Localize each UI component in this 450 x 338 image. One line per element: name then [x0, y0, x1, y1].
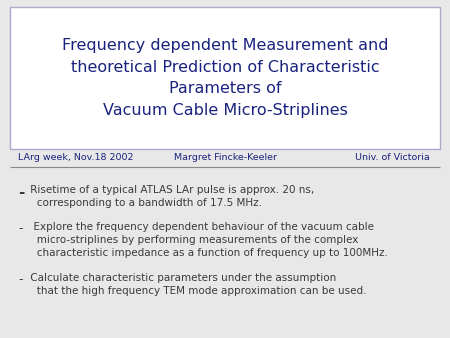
Text: Margret Fincke-Keeler: Margret Fincke-Keeler	[174, 153, 276, 163]
Text: Explore the frequency dependent behaviour of the vacuum cable: Explore the frequency dependent behaviou…	[27, 222, 374, 232]
Text: Frequency dependent Measurement and
theoretical Prediction of Characteristic
Par: Frequency dependent Measurement and theo…	[62, 38, 388, 118]
Text: -: -	[18, 222, 22, 235]
Text: LArg week, Nov.18 2002: LArg week, Nov.18 2002	[18, 153, 134, 163]
Text: Risetime of a typical ATLAS LAr pulse is approx. 20 ns,: Risetime of a typical ATLAS LAr pulse is…	[27, 185, 314, 195]
Text: characteristic impedance as a function of frequency up to 100MHz.: characteristic impedance as a function o…	[27, 248, 388, 258]
Text: -: -	[18, 185, 24, 200]
Text: corresponding to a bandwidth of 17.5 MHz.: corresponding to a bandwidth of 17.5 MHz…	[27, 198, 262, 208]
Text: Univ. of Victoria: Univ. of Victoria	[355, 153, 430, 163]
Text: -: -	[18, 273, 22, 286]
FancyBboxPatch shape	[10, 7, 440, 149]
Text: micro-striplines by performing measurements of the complex: micro-striplines by performing measureme…	[27, 235, 358, 245]
Text: that the high frequency TEM mode approximation can be used.: that the high frequency TEM mode approxi…	[27, 286, 366, 296]
Text: Calculate characteristic parameters under the assumption: Calculate characteristic parameters unde…	[27, 273, 336, 283]
